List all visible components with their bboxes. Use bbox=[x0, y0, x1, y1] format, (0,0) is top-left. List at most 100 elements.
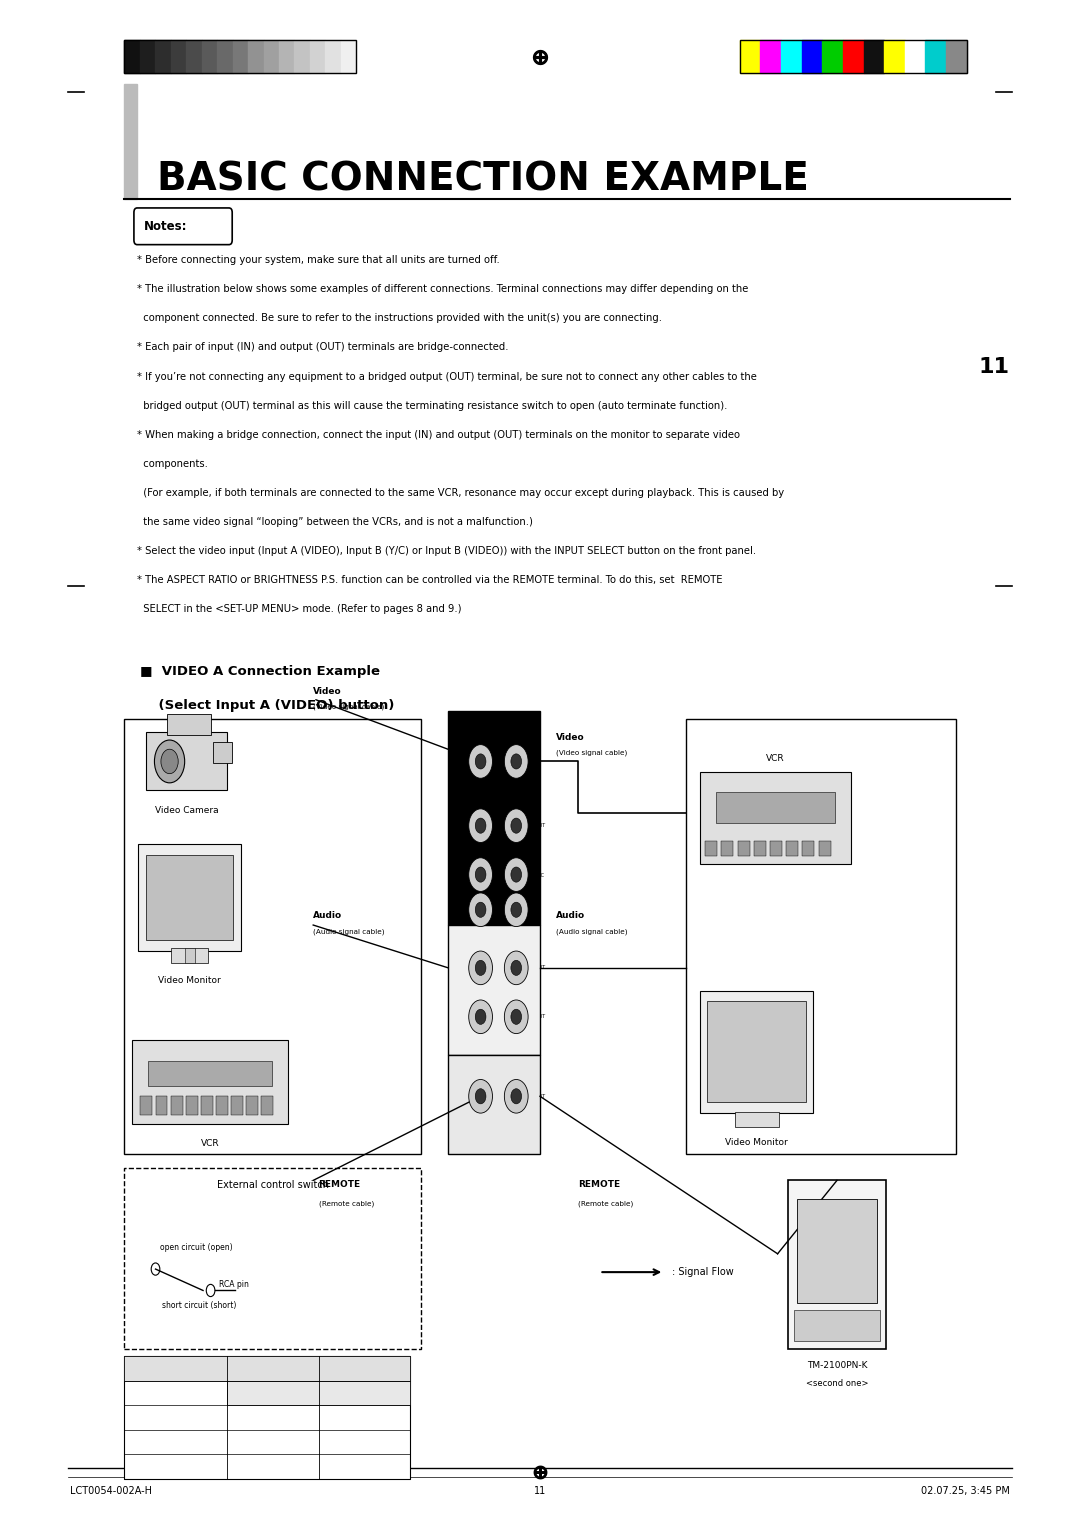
Bar bbox=[341, 40, 356, 73]
Bar bbox=[716, 792, 835, 823]
Text: B: B bbox=[464, 1014, 469, 1020]
Bar bbox=[822, 40, 842, 73]
Circle shape bbox=[469, 858, 492, 891]
Bar bbox=[842, 40, 864, 73]
Text: * Before connecting your system, make sure that all units are turned off.: * Before connecting your system, make su… bbox=[137, 255, 500, 266]
Text: Y/C: Y/C bbox=[536, 872, 543, 878]
Text: Video: Video bbox=[556, 732, 585, 742]
Bar bbox=[156, 40, 171, 73]
Bar bbox=[124, 40, 139, 73]
Circle shape bbox=[475, 902, 486, 917]
Circle shape bbox=[475, 754, 486, 769]
Bar bbox=[754, 841, 766, 856]
Text: (Select Input A (VIDEO) button): (Select Input A (VIDEO) button) bbox=[140, 699, 395, 713]
Text: 02.07.25, 3:45 PM: 02.07.25, 3:45 PM bbox=[921, 1486, 1010, 1497]
Bar bbox=[802, 841, 814, 856]
Bar bbox=[132, 1040, 288, 1124]
Text: * When making a bridge connection, connect the input (IN) and output (OUT) termi: * When making a bridge connection, conne… bbox=[137, 430, 740, 440]
Text: IN: IN bbox=[478, 731, 483, 735]
Text: OUT: OUT bbox=[536, 1093, 545, 1099]
Bar bbox=[124, 40, 356, 73]
Bar bbox=[232, 40, 248, 73]
Bar bbox=[139, 40, 156, 73]
Bar bbox=[124, 719, 421, 1154]
Circle shape bbox=[511, 818, 522, 833]
Text: REMOTE: REMOTE bbox=[578, 1180, 620, 1190]
Circle shape bbox=[475, 1089, 486, 1104]
Bar bbox=[264, 40, 279, 73]
Bar bbox=[700, 772, 851, 864]
Text: VCR: VCR bbox=[766, 754, 785, 763]
Text: open circuit (open): open circuit (open) bbox=[160, 1243, 232, 1252]
Circle shape bbox=[469, 1079, 492, 1113]
Text: component connected. Be sure to refer to the instructions provided with the unit: component connected. Be sure to refer to… bbox=[137, 313, 662, 324]
Text: SELECT in the <SET-UP MENU> mode. (Refer to pages 8 and 9.): SELECT in the <SET-UP MENU> mode. (Refer… bbox=[137, 604, 461, 615]
Bar bbox=[171, 40, 186, 73]
Bar bbox=[167, 714, 211, 735]
Circle shape bbox=[504, 951, 528, 985]
Text: (Remote cable): (Remote cable) bbox=[578, 1200, 633, 1206]
Bar bbox=[686, 719, 956, 1154]
Bar bbox=[185, 948, 195, 963]
Circle shape bbox=[511, 754, 522, 769]
Circle shape bbox=[469, 809, 492, 842]
Bar bbox=[213, 742, 232, 763]
Bar bbox=[124, 1356, 410, 1381]
Bar bbox=[156, 1096, 167, 1115]
Text: VIDEO: VIDEO bbox=[454, 807, 458, 829]
Circle shape bbox=[511, 1089, 522, 1104]
Text: 16–9 (16:9): 16–9 (16:9) bbox=[342, 1413, 387, 1422]
Circle shape bbox=[511, 902, 522, 917]
Text: A: A bbox=[464, 965, 469, 971]
Circle shape bbox=[504, 809, 528, 842]
Bar bbox=[138, 844, 241, 951]
Circle shape bbox=[469, 1000, 492, 1034]
Text: External control
functions: External control functions bbox=[144, 1362, 207, 1375]
Text: : Signal Flow: : Signal Flow bbox=[672, 1268, 733, 1277]
Text: Video Monitor: Video Monitor bbox=[725, 1138, 788, 1147]
Text: OUT: OUT bbox=[536, 965, 545, 971]
Text: AUDIO: AUDIO bbox=[454, 980, 458, 1001]
Bar bbox=[700, 991, 813, 1113]
Circle shape bbox=[161, 749, 178, 774]
Bar bbox=[926, 40, 946, 73]
Text: ■  VIDEO A Connection Example: ■ VIDEO A Connection Example bbox=[140, 665, 380, 679]
Text: * Each pair of input (IN) and output (OUT) terminals are bridge-connected.: * Each pair of input (IN) and output (OU… bbox=[137, 342, 509, 353]
Bar bbox=[740, 40, 760, 73]
Bar bbox=[146, 855, 233, 940]
Text: Video Monitor: Video Monitor bbox=[158, 976, 221, 985]
Text: LCT0054-002A-H: LCT0054-002A-H bbox=[70, 1486, 152, 1497]
Circle shape bbox=[504, 1000, 528, 1034]
Circle shape bbox=[504, 858, 528, 891]
Circle shape bbox=[511, 960, 522, 976]
Text: Audio: Audio bbox=[313, 911, 342, 920]
Bar bbox=[186, 1096, 198, 1115]
Bar bbox=[310, 40, 325, 73]
Text: VCR: VCR bbox=[201, 1139, 219, 1148]
Text: * Select the video input (Input A (VIDEO), Input B (Y/C) or Input B (VIDEO)) wit: * Select the video input (Input A (VIDEO… bbox=[137, 546, 756, 557]
Circle shape bbox=[504, 1079, 528, 1113]
Bar bbox=[279, 40, 295, 73]
Bar bbox=[140, 1096, 152, 1115]
Circle shape bbox=[475, 818, 486, 833]
Bar bbox=[801, 40, 822, 73]
Text: ASPECT RATIO: ASPECT RATIO bbox=[130, 1413, 184, 1422]
Text: ON: ON bbox=[359, 1437, 370, 1446]
Text: Open circuit
(open): Open circuit (open) bbox=[253, 1387, 293, 1399]
Circle shape bbox=[475, 867, 486, 882]
Bar bbox=[738, 841, 750, 856]
Bar bbox=[819, 841, 831, 856]
Text: short circuit (short): short circuit (short) bbox=[162, 1301, 237, 1310]
Circle shape bbox=[511, 867, 522, 882]
Text: External control switch: External control switch bbox=[272, 1365, 365, 1372]
Bar bbox=[124, 84, 137, 199]
Circle shape bbox=[475, 960, 486, 976]
Bar bbox=[201, 1096, 213, 1115]
Text: OFF: OFF bbox=[266, 1437, 280, 1446]
Bar bbox=[448, 1055, 540, 1154]
Bar bbox=[794, 1310, 880, 1341]
Circle shape bbox=[504, 893, 528, 927]
Text: Video: Video bbox=[313, 687, 342, 696]
Text: * The ASPECT RATIO or BRIGHTNESS P.S. function can be controlled via the REMOTE : * The ASPECT RATIO or BRIGHTNESS P.S. fu… bbox=[137, 575, 723, 586]
Text: 4–3 (4:3): 4–3 (4:3) bbox=[256, 1413, 289, 1422]
